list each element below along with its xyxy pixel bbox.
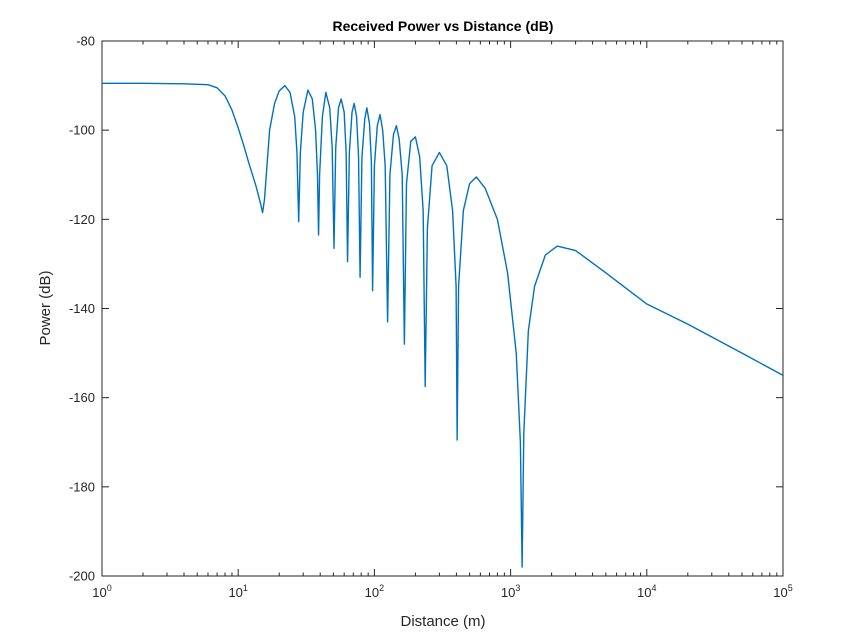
y-tick-label: -80 [76, 34, 95, 49]
x-tick-label: 103 [501, 583, 520, 600]
y-tick-label: -160 [69, 390, 95, 405]
y-tick-label: -140 [69, 301, 95, 316]
x-tick-label: 101 [228, 583, 247, 600]
x-axis-label: Distance (m) [400, 613, 485, 630]
y-tick-labels: -80 -100 -120 -140 -160 -180 -200 [69, 34, 95, 584]
series-layer [102, 82, 784, 568]
x-tick-labels: 100 101 102 103 104 105 [92, 583, 792, 600]
x-tick-label: 105 [773, 583, 792, 600]
minor-ticks [142, 41, 778, 576]
x-tick-label: 104 [637, 583, 656, 600]
y-tick-label: -100 [69, 123, 95, 138]
y-axis-label: Power (dB) [37, 270, 54, 345]
x-tick-label: 102 [365, 583, 384, 600]
plot-box [101, 40, 784, 577]
y-tick-label: -120 [69, 212, 95, 227]
plot-area [101, 40, 784, 577]
y-tick-label: -200 [69, 569, 95, 584]
y-tick-label: -180 [69, 479, 95, 494]
major-ticks [101, 40, 784, 577]
chart-title: Received Power vs Distance (dB) [333, 18, 554, 34]
x-tick-label: 100 [92, 583, 111, 600]
series-line-0 [102, 82, 784, 568]
